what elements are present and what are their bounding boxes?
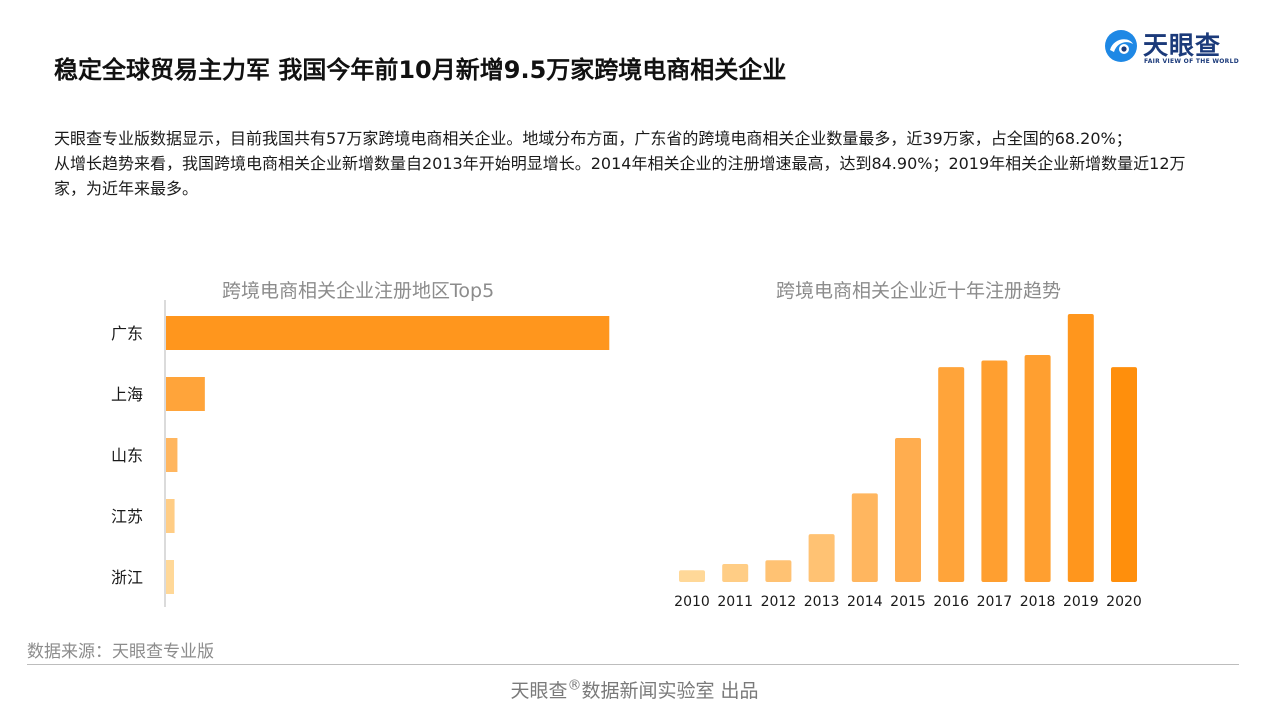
trend-bar-2018 (1024, 354, 1051, 582)
trend-bar-2020 (1111, 367, 1137, 582)
data-source: 数据来源：天眼查专业版 (27, 642, 214, 662)
region-bar-3 (166, 499, 175, 533)
trend-year-label-2012: 2012 (761, 594, 797, 610)
trend-bar-2011 (722, 564, 749, 582)
trend-bar-2017 (981, 360, 1008, 582)
trend-chart-title: 跨境电商相关企业近十年注册趋势 (776, 280, 1062, 302)
region-label-3: 江苏 (111, 507, 143, 526)
trend-bar-2016 (938, 367, 965, 582)
trend-year-label-2017: 2017 (977, 594, 1013, 610)
region-bar-2 (166, 438, 178, 472)
region-label-1: 上海 (111, 385, 143, 404)
trend-year-label-2013: 2013 (804, 594, 840, 610)
trend-bar-2015 (895, 438, 921, 582)
region-bar-0 (166, 316, 610, 350)
trend-year-label-2020: 2020 (1106, 594, 1142, 610)
footer-credit: 天眼查®数据新闻实验室 出品 (0, 676, 1269, 703)
trend-bar-2019 (1067, 314, 1094, 582)
credit-text: 数据新闻实验室 出品 (581, 680, 759, 702)
region-label-2: 山东 (111, 446, 143, 465)
trend-year-label-2010: 2010 (674, 594, 710, 610)
page-title: 稳定全球贸易主力军 我国今年前10月新增9.5万家跨境电商相关企业 (54, 56, 787, 84)
trend-bar-2013 (808, 534, 835, 582)
region-chart-title: 跨境电商相关企业注册地区Top5 (222, 280, 495, 302)
brand-logo: 天眼查 FAIR VIEW OF THE WORLD (1103, 26, 1243, 68)
region-bar-1 (166, 377, 205, 411)
trend-bar-2014 (851, 493, 878, 582)
region-label-4: 浙江 (111, 568, 143, 587)
summary-text: 天眼查专业版数据显示，目前我国共有57万家跨境电商相关企业。地域分布方面，广东省… (54, 126, 1194, 201)
trend-year-label-2014: 2014 (847, 594, 883, 610)
footer-divider (27, 664, 1239, 665)
logo-tagline: FAIR VIEW OF THE WORLD (1144, 58, 1240, 65)
logo-name: 天眼查 (1143, 31, 1222, 60)
trend-year-label-2015: 2015 (890, 594, 926, 610)
trend-year-label-2018: 2018 (1020, 594, 1056, 610)
trend-bar-2010 (679, 570, 705, 582)
region-label-0: 广东 (111, 324, 143, 343)
trend-year-label-2011: 2011 (717, 594, 753, 610)
eye-logo-icon (1105, 30, 1137, 62)
trend-year-label-2019: 2019 (1063, 594, 1099, 610)
region-bar-4 (166, 560, 174, 594)
summary-paragraph-2: 从增长趋势来看，我国跨境电商相关企业新增数量自2013年开始明显增长。2014年… (54, 154, 1186, 198)
summary-paragraph-1: 天眼查专业版数据显示，目前我国共有57万家跨境电商相关企业。地域分布方面，广东省… (54, 129, 1132, 148)
trend-bar-2012 (765, 560, 792, 582)
credit-brand: 天眼查 (510, 680, 568, 702)
registered-mark: ® (567, 677, 582, 694)
trend-year-label-2016: 2016 (933, 594, 969, 610)
